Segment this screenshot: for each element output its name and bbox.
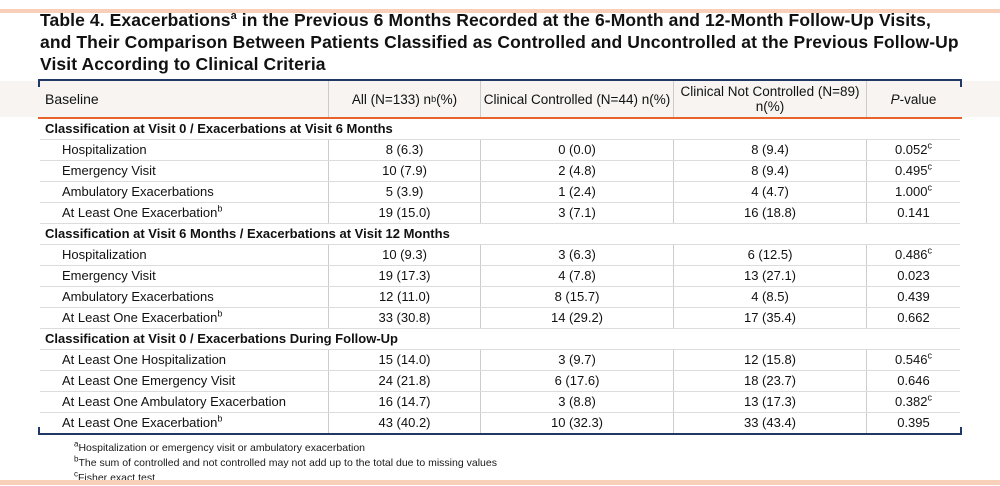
cell-not-controlled: 12 (15.8)	[673, 350, 866, 370]
cell-not-controlled: 17 (35.4)	[673, 308, 866, 328]
cell-not-controlled: 18 (23.7)	[673, 371, 866, 391]
cell-not-controlled: 8 (9.4)	[673, 161, 866, 181]
cell-all: 33 (30.8)	[328, 308, 480, 328]
cell-all: 24 (21.8)	[328, 371, 480, 391]
cell-p-value: 0.141	[866, 203, 960, 223]
cell-controlled: 10 (32.3)	[480, 413, 673, 433]
row-label: Emergency Visit	[62, 268, 156, 283]
cell-not-controlled: 33 (43.4)	[673, 413, 866, 433]
cell-p-value: 0.486c	[866, 245, 960, 265]
cell-controlled: 3 (7.1)	[480, 203, 673, 223]
cell-all: 19 (17.3)	[328, 266, 480, 286]
table-title: Table 4. Exacerbationsa in the Previous …	[40, 9, 962, 75]
table-bottom-border	[38, 427, 962, 435]
table-row: At Least One Exacerbationb 33 (30.8) 14 …	[40, 308, 960, 329]
cell-controlled: 0 (0.0)	[480, 140, 673, 160]
row-label: Hospitalization	[62, 247, 147, 262]
table-title-rest: in the Previous 6 Months Recorded at the…	[40, 10, 959, 74]
section-title: Classification at Visit 0 / Exacerbation…	[45, 331, 398, 346]
cell-all: 16 (14.7)	[328, 392, 480, 412]
cell-p-value: 0.662	[866, 308, 960, 328]
cell-p-value: 0.023	[866, 266, 960, 286]
cell-not-controlled: 13 (27.1)	[673, 266, 866, 286]
cell-all: 12 (11.0)	[328, 287, 480, 307]
cell-controlled: 4 (7.8)	[480, 266, 673, 286]
table-row: Hospitalization 8 (6.3) 0 (0.0) 8 (9.4) …	[40, 140, 960, 161]
table-title-footnote-marker: a	[230, 10, 237, 23]
row-label: Ambulatory Exacerbations	[62, 289, 214, 304]
cell-all: 19 (15.0)	[328, 203, 480, 223]
column-header-p-value: P -value	[866, 81, 960, 117]
page-frame-top-strip	[0, 9, 1000, 13]
cell-not-controlled: 8 (9.4)	[673, 140, 866, 160]
table-row: Emergency Visit 19 (17.3) 4 (7.8) 13 (27…	[40, 266, 960, 287]
cell-controlled: 3 (9.7)	[480, 350, 673, 370]
cell-all: 10 (7.9)	[328, 161, 480, 181]
footnote-a: aHospitalization or emergency visit or a…	[74, 439, 366, 454]
column-header-baseline: Baseline	[45, 91, 99, 107]
row-label: At Least One Exacerbationb	[62, 203, 223, 220]
table-row: At Least One Hospitalization 15 (14.0) 3…	[40, 350, 960, 371]
table-row: At Least One Exacerbationb 19 (15.0) 3 (…	[40, 203, 960, 224]
cell-not-controlled: 6 (12.5)	[673, 245, 866, 265]
cell-p-value: 0.646	[866, 371, 960, 391]
row-label: At Least One Exacerbationb	[62, 413, 223, 430]
header-underline	[38, 117, 962, 119]
table-row: At Least One Emergency Visit 24 (21.8) 6…	[40, 371, 960, 392]
cell-not-controlled: 4 (8.5)	[673, 287, 866, 307]
cell-all: 43 (40.2)	[328, 413, 480, 433]
section-title: Classification at Visit 6 Months / Exace…	[45, 226, 450, 241]
cell-p-value: 0.546c	[866, 350, 960, 370]
table-row: Hospitalization 10 (9.3) 3 (6.3) 6 (12.5…	[40, 245, 960, 266]
cell-controlled: 3 (6.3)	[480, 245, 673, 265]
cell-controlled: 14 (29.2)	[480, 308, 673, 328]
row-label: At Least One Emergency Visit	[62, 373, 236, 388]
column-header-not-controlled: Clinical Not Controlled (N=89) n(%)	[673, 81, 866, 117]
cell-not-controlled: 4 (4.7)	[673, 182, 866, 202]
cell-all: 10 (9.3)	[328, 245, 480, 265]
cell-controlled: 1 (2.4)	[480, 182, 673, 202]
cell-p-value: 0.395	[866, 413, 960, 433]
cell-p-value: 0.439	[866, 287, 960, 307]
table-header-row: Baseline All (N=133) n b (%) Clinical Cont…	[0, 81, 1000, 117]
page-frame-bottom-strip	[0, 480, 1000, 485]
section-header-row: Classification at Visit 0 / Exacerbation…	[40, 329, 960, 350]
cell-controlled: 2 (4.8)	[480, 161, 673, 181]
column-header-controlled: Clinical Controlled (N=44) n(%)	[480, 81, 673, 117]
table-row: Ambulatory Exacerbations 12 (11.0) 8 (15…	[40, 287, 960, 308]
row-label: At Least One Hospitalization	[62, 352, 227, 367]
table-row: At Least One Ambulatory Exacerbation 16 …	[40, 392, 960, 413]
table-title-text: Table 4. Exacerbations	[40, 10, 231, 30]
table-row: Emergency Visit 10 (7.9) 2 (4.8) 8 (9.4)…	[40, 161, 960, 182]
row-label: Ambulatory Exacerbations	[62, 184, 214, 199]
row-label: At Least One Ambulatory Exacerbation	[62, 394, 287, 409]
column-header-all: All (N=133) n b (%)	[328, 81, 480, 117]
section-title: Classification at Visit 0 / Exacerbation…	[45, 121, 393, 136]
cell-controlled: 3 (8.8)	[480, 392, 673, 412]
table-row: Ambulatory Exacerbations 5 (3.9) 1 (2.4)…	[40, 182, 960, 203]
cell-all: 15 (14.0)	[328, 350, 480, 370]
cell-p-value: 0.382c	[866, 392, 960, 412]
cell-p-value: 1.000c	[866, 182, 960, 202]
cell-controlled: 8 (15.7)	[480, 287, 673, 307]
row-label: Hospitalization	[62, 142, 147, 157]
cell-not-controlled: 16 (18.8)	[673, 203, 866, 223]
cell-all: 5 (3.9)	[328, 182, 480, 202]
cell-not-controlled: 13 (17.3)	[673, 392, 866, 412]
row-label: Emergency Visit	[62, 163, 156, 178]
cell-p-value: 0.495c	[866, 161, 960, 181]
cell-all: 8 (6.3)	[328, 140, 480, 160]
cell-controlled: 6 (17.6)	[480, 371, 673, 391]
row-label: At Least One Exacerbationb	[62, 308, 223, 325]
footnote-b: bThe sum of controlled and not controlle…	[74, 454, 497, 469]
section-header-row: Classification at Visit 6 Months / Exace…	[40, 224, 960, 245]
table-row: At Least One Exacerbationb 43 (40.2) 10 …	[40, 413, 960, 433]
section-header-row: Classification at Visit 0 / Exacerbation…	[40, 119, 960, 140]
table-top-border	[38, 79, 962, 87]
cell-p-value: 0.052c	[866, 140, 960, 160]
